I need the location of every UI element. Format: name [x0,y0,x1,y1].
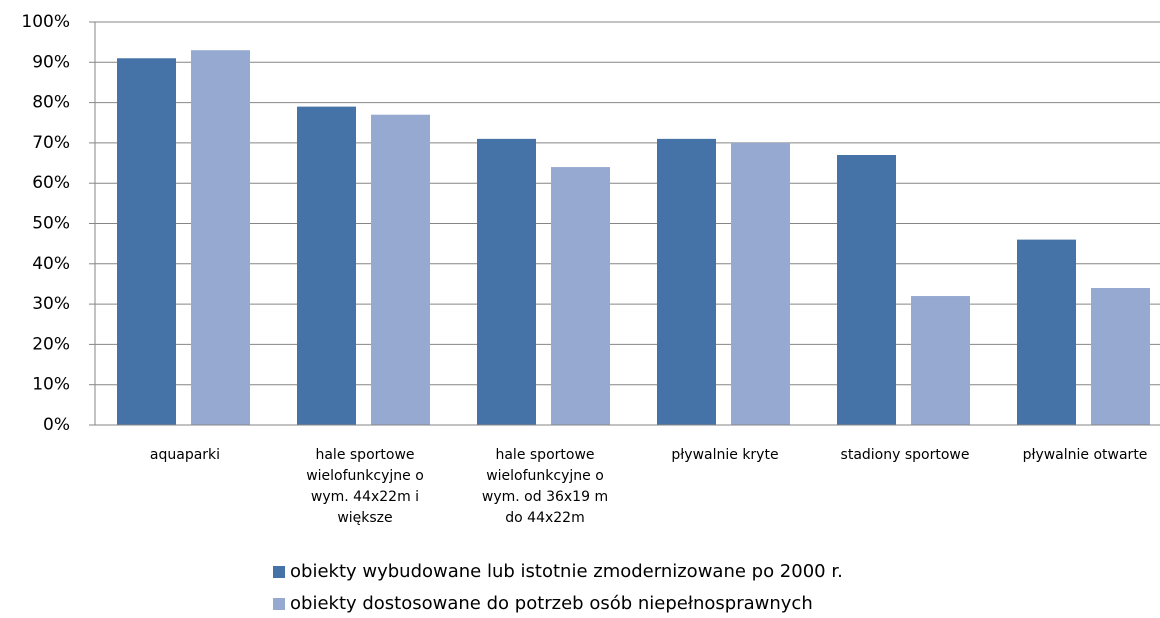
y-tick-label: 70% [32,133,70,153]
x-tick-label: aquaparki [149,447,221,463]
bar [731,142,790,425]
legend-swatch [273,598,285,610]
y-tick-label: 20% [32,334,70,354]
y-tick-label: 50% [32,214,70,234]
bar [371,114,430,425]
x-tick-label: pływalnie otwarte [1022,447,1148,463]
bar [837,154,896,426]
x-tick-label: hale sportowe wielofunkcyjne o wym. od 3… [481,447,609,526]
bar [117,58,176,426]
legend-label: obiekty wybudowane lub istotnie zmoderni… [290,561,843,582]
x-tick-label: pływalnie kryte [671,447,779,463]
bar [477,138,536,425]
bar [1091,287,1150,425]
bar [191,50,250,426]
y-tick-label: 100% [21,12,70,32]
y-tick-label: 60% [32,173,70,193]
legend-label: obiekty dostosowane do potrzeb osób niep… [290,593,813,614]
bar [297,106,356,425]
y-tick-label: 10% [32,375,70,395]
y-tick-label: 0% [43,415,70,435]
bar [657,138,716,425]
bar [551,167,610,425]
legend-swatch [273,566,285,578]
y-tick-label: 80% [32,93,70,113]
x-tick-label: stadiony sportowe [840,447,970,463]
bar [911,296,970,425]
bar [1017,239,1076,425]
y-tick-label: 40% [32,254,70,274]
y-tick-label: 90% [32,52,70,72]
y-tick-label: 30% [32,294,70,314]
x-tick-label: hale sportowe wielofunkcyjne o wym. 44x2… [306,447,424,526]
